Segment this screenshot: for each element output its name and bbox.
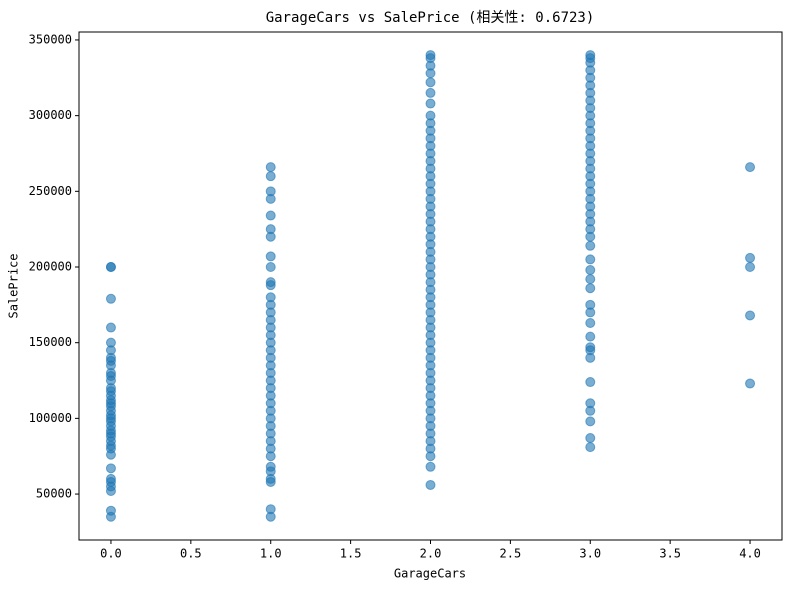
point bbox=[745, 378, 756, 389]
point bbox=[105, 463, 116, 474]
point bbox=[585, 307, 596, 318]
y-tick-label: 100000 bbox=[29, 411, 72, 425]
x-tick-label: 2.5 bbox=[500, 547, 522, 561]
y-axis-label: SalePrice bbox=[7, 253, 21, 318]
point bbox=[585, 265, 596, 276]
plot-frame bbox=[78, 31, 783, 541]
point bbox=[585, 231, 596, 242]
point bbox=[265, 193, 276, 204]
x-tick-label: 0.0 bbox=[100, 547, 122, 561]
x-tick-label: 3.5 bbox=[659, 547, 681, 561]
x-tick-label: 1.0 bbox=[260, 547, 282, 561]
point bbox=[745, 252, 756, 263]
y-tick-label: 350000 bbox=[29, 32, 72, 46]
point bbox=[105, 486, 116, 497]
point bbox=[585, 254, 596, 265]
point bbox=[585, 433, 596, 444]
y-tick-label: 300000 bbox=[29, 108, 72, 122]
point bbox=[425, 479, 436, 490]
point bbox=[265, 451, 276, 462]
point bbox=[745, 162, 756, 173]
point bbox=[265, 511, 276, 522]
point bbox=[105, 449, 116, 460]
point bbox=[585, 318, 596, 329]
point bbox=[265, 476, 276, 487]
point bbox=[585, 405, 596, 416]
point bbox=[585, 352, 596, 363]
point bbox=[265, 231, 276, 242]
point bbox=[425, 451, 436, 462]
x-tick-label: 2.0 bbox=[420, 547, 442, 561]
x-tick-label: 4.0 bbox=[739, 547, 761, 561]
point bbox=[105, 262, 116, 273]
y-tick-label: 200000 bbox=[29, 260, 72, 274]
point bbox=[585, 283, 596, 294]
point bbox=[585, 240, 596, 251]
y-tick-label: 250000 bbox=[29, 184, 72, 198]
y-tick-label: 50000 bbox=[36, 487, 72, 501]
point bbox=[265, 171, 276, 182]
point bbox=[585, 274, 596, 285]
point bbox=[265, 210, 276, 221]
x-tick-label: 1.5 bbox=[340, 547, 362, 561]
point bbox=[585, 377, 596, 388]
point bbox=[585, 331, 596, 342]
x-tick-label: 3.0 bbox=[579, 547, 601, 561]
point bbox=[425, 461, 436, 472]
point bbox=[745, 262, 756, 273]
point bbox=[425, 77, 436, 88]
point bbox=[745, 310, 756, 321]
point bbox=[105, 322, 116, 333]
point bbox=[585, 442, 596, 453]
point bbox=[265, 280, 276, 291]
point bbox=[265, 262, 276, 273]
point bbox=[265, 162, 276, 173]
point bbox=[265, 251, 276, 262]
point bbox=[105, 511, 116, 522]
x-tick-label: 0.5 bbox=[180, 547, 202, 561]
y-tick-label: 150000 bbox=[29, 335, 72, 349]
chart-title: GarageCars vs SalePrice (相关性: 0.6723) bbox=[266, 10, 595, 26]
point bbox=[425, 68, 436, 79]
point bbox=[425, 87, 436, 98]
point bbox=[105, 293, 116, 304]
point bbox=[585, 416, 596, 427]
point bbox=[425, 98, 436, 109]
x-axis-label: GarageCars bbox=[394, 567, 466, 581]
